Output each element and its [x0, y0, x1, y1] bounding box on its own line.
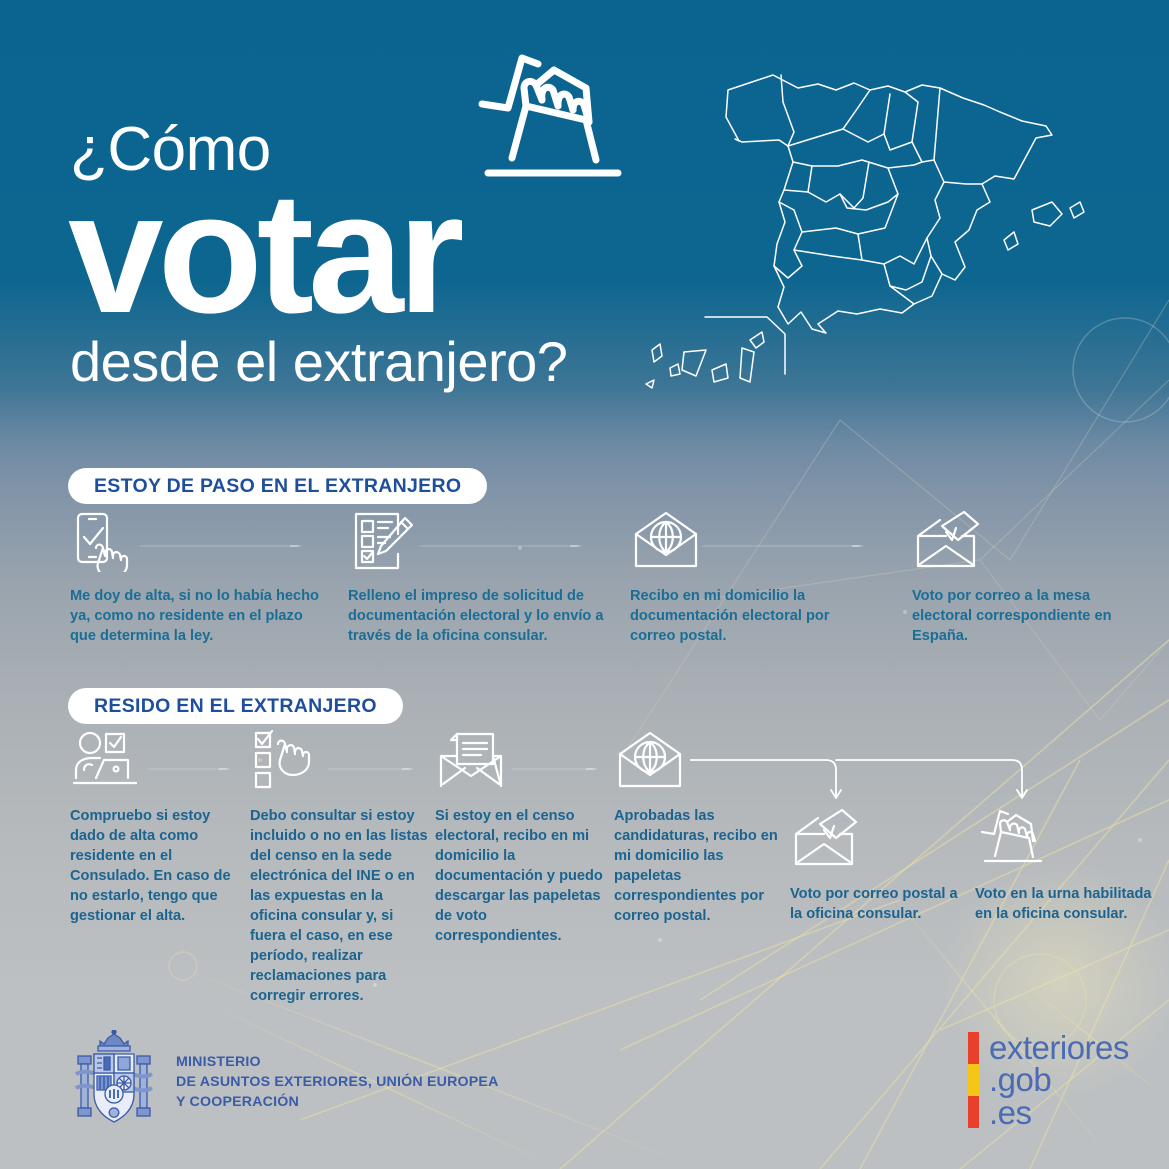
- envelope-ballot-icon: [794, 808, 858, 866]
- person-laptop-check-icon: [72, 731, 138, 785]
- envelope-ballot-icon: [916, 510, 980, 568]
- flow-arrow: [148, 768, 231, 770]
- step-text: Compruebo si estoy dado de alta como res…: [70, 808, 231, 924]
- title-line-desde: desde el extranjero?: [70, 330, 568, 393]
- step-card: Voto en la urna habilitada en la oficina…: [975, 808, 1165, 925]
- title-line-votar: votar: [68, 157, 465, 349]
- step-text: Voto en la urna habilitada en la oficina…: [975, 886, 1152, 922]
- ministry-line-1: MINISTERIO: [176, 1053, 261, 1070]
- spain-map-outline: [645, 74, 1085, 389]
- ministry-logo-block: MINISTERIO DE ASUNTOS EXTERIORES, UNIÓN …: [70, 1030, 499, 1134]
- ballot-box-hand-icon: [478, 54, 622, 177]
- brand-line-1: exteriores: [989, 1029, 1129, 1066]
- page-header: ¿Cómo votar desde el extranjero?: [0, 0, 1169, 430]
- envelope-globe-icon: [618, 731, 682, 788]
- checklist-hand-icon: [254, 729, 311, 789]
- step-card: Recibo en mi domicilio la documentación …: [630, 510, 875, 647]
- spain-coat-of-arms: [75, 1030, 153, 1123]
- flow-arrow: [702, 545, 865, 547]
- step-text: Si estoy en el censo electoral, recibo e…: [435, 808, 603, 944]
- step-card: Si estoy en el censo electoral, recibo e…: [435, 730, 607, 947]
- step-text: Debo consultar si estoy incluido o no en…: [250, 808, 428, 1004]
- step-card: Aprobadas las candidaturas, recibo en mi…: [614, 730, 794, 927]
- step-text: Aprobadas las candidaturas, recibo en mi…: [614, 808, 778, 924]
- brand-line-2: .gob: [989, 1061, 1052, 1099]
- step-text: Voto por correo postal a la oficina cons…: [790, 886, 958, 922]
- section-pill-resido-en-el-extranjero: RESIDO EN EL EXTRANJERO: [68, 688, 403, 724]
- flow-arrow: [140, 545, 303, 547]
- brand-line-3: .es: [989, 1093, 1032, 1131]
- form-pencil-icon: [354, 512, 414, 570]
- section-pill-estoy-de-paso: ESTOY DE PASO EN EL EXTRANJERO: [68, 468, 488, 504]
- ministry-line-3: Y COOPERACIÓN: [176, 1094, 299, 1111]
- flow-arrow: [512, 768, 599, 770]
- envelope-globe-icon: [634, 511, 698, 568]
- spain-flag-bar-icon: [968, 1032, 979, 1129]
- step-card: Relleno el impreso de solicitud de docum…: [348, 510, 613, 647]
- step-card: Voto por correo a la mesa electoral corr…: [912, 510, 1142, 647]
- envelope-document-icon: [439, 732, 503, 788]
- step-text: Me doy de alta, si no lo había hecho ya,…: [70, 588, 319, 644]
- flow-arrow: [328, 768, 415, 770]
- step-card: Compruebo si estoy dado de alta como res…: [70, 730, 245, 927]
- flow-branch-connector: [690, 759, 1028, 799]
- step-card: Voto por correo postal a la oficina cons…: [790, 808, 960, 925]
- step-text: Relleno el impreso de solicitud de docum…: [348, 588, 604, 644]
- ballot-box-hand-icon: [980, 809, 1043, 863]
- title-line-como: ¿Cómo: [70, 115, 271, 184]
- phone-check-hand-icon: [76, 512, 129, 580]
- ministry-line-2: DE ASUNTOS EXTERIORES, UNIÓN EUROPEA: [176, 1073, 499, 1090]
- step-text: Voto por correo a la mesa electoral corr…: [912, 588, 1112, 644]
- ministry-name: MINISTERIO DE ASUNTOS EXTERIORES, UNIÓN …: [176, 1052, 499, 1112]
- brand-wordmark: exteriores .gob .es: [989, 1029, 1129, 1131]
- step-card: Me doy de alta, si no lo había hecho ya,…: [70, 510, 320, 647]
- flow-arrow: [420, 545, 583, 547]
- step-card: Debo consultar si estoy incluido o no en…: [250, 729, 430, 1007]
- exteriores-brand-logo: exteriores .gob .es: [968, 1029, 1129, 1131]
- step-text: Recibo en mi domicilio la documentación …: [630, 588, 830, 644]
